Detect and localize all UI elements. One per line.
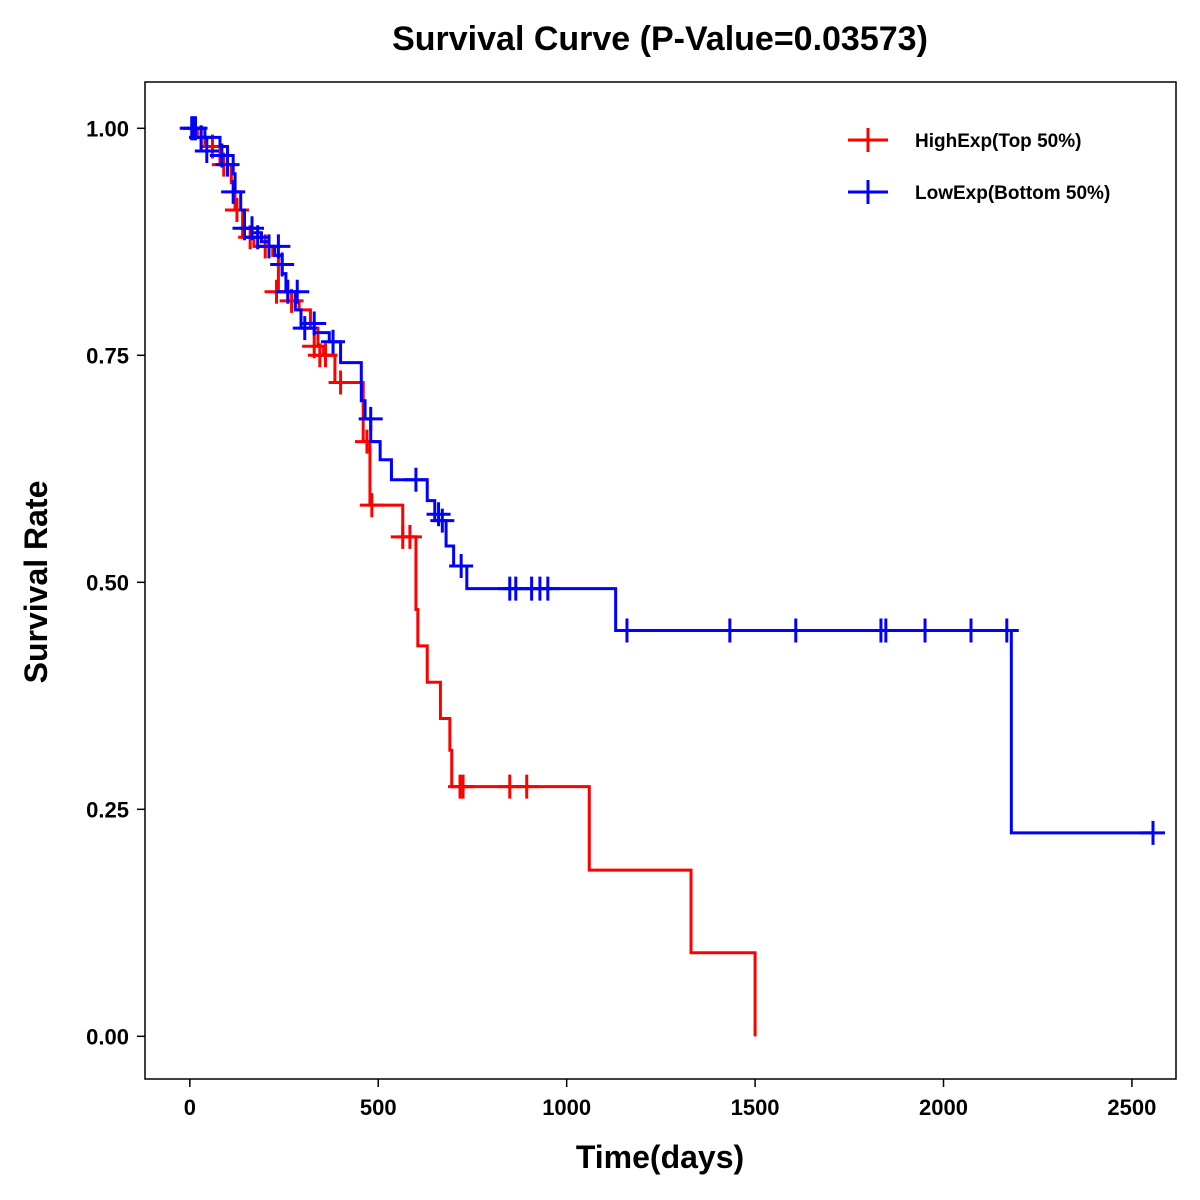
censor-mark: [717, 618, 742, 643]
y-tick-label: 0.75: [86, 343, 129, 368]
censor-mark: [313, 343, 338, 368]
censor-mark: [959, 618, 984, 643]
legend-label: LowExp(Bottom 50%): [915, 183, 1110, 204]
censor-mark: [328, 370, 353, 395]
censor-mark: [397, 524, 422, 549]
censor-mark: [451, 774, 476, 799]
y-tick-label: 0.00: [86, 1024, 129, 1049]
censor-mark: [403, 467, 428, 492]
censor-mark: [426, 502, 451, 527]
x-axis: 0 500 1000 1500 2000 2500: [184, 1079, 1156, 1120]
x-tick-label: 2000: [919, 1095, 968, 1120]
series-layer: [179, 116, 1166, 1037]
legend-marker-0: [848, 128, 888, 152]
x-tick-label: 500: [360, 1095, 397, 1120]
censor-mark: [913, 618, 938, 643]
x-tick-label: 0: [184, 1095, 196, 1120]
chart-title: Survival Curve (P-Value=0.03573): [392, 20, 928, 58]
censor-mark: [430, 508, 455, 533]
y-tick-label: 1.00: [86, 116, 129, 141]
censor-mark: [449, 553, 474, 578]
plot-frame: [144, 81, 1177, 1080]
censor-mark: [266, 234, 291, 259]
censor-mark: [873, 618, 898, 643]
legend-label: HighExp(Top 50%): [915, 131, 1081, 152]
censor-mark: [189, 125, 214, 150]
censor-mark: [358, 406, 383, 431]
censor-mark: [994, 618, 1019, 643]
censor-mark: [285, 279, 310, 304]
y-tick-label: 0.25: [86, 797, 129, 822]
censor-mark: [783, 618, 808, 643]
censor-mark: [194, 139, 219, 164]
legend-marker-1: [848, 180, 888, 204]
censor-mark: [1141, 820, 1166, 845]
y-tick-label: 0.50: [86, 570, 129, 595]
x-tick-label: 1500: [731, 1095, 780, 1120]
censor-mark: [359, 493, 384, 518]
censor-mark: [270, 252, 295, 277]
survival-curve-1: [189, 126, 1155, 835]
censor-mark: [215, 152, 240, 177]
x-axis-label: Time(days): [576, 1139, 744, 1175]
censor-mark: [514, 774, 539, 799]
x-tick-label: 2500: [1107, 1095, 1156, 1120]
y-axis: 0.00 0.25 0.50 0.75 1.00: [86, 116, 145, 1049]
y-axis-label: Survival Rate: [18, 481, 54, 684]
censor-mark: [321, 329, 346, 354]
legend: HighExp(Top 50%) LowExp(Bottom 50%): [848, 128, 1110, 204]
censor-mark: [221, 179, 246, 204]
censor-mark: [302, 311, 327, 336]
x-tick-label: 1000: [542, 1095, 591, 1120]
censor-mark: [535, 576, 560, 601]
censor-mark: [614, 618, 639, 643]
